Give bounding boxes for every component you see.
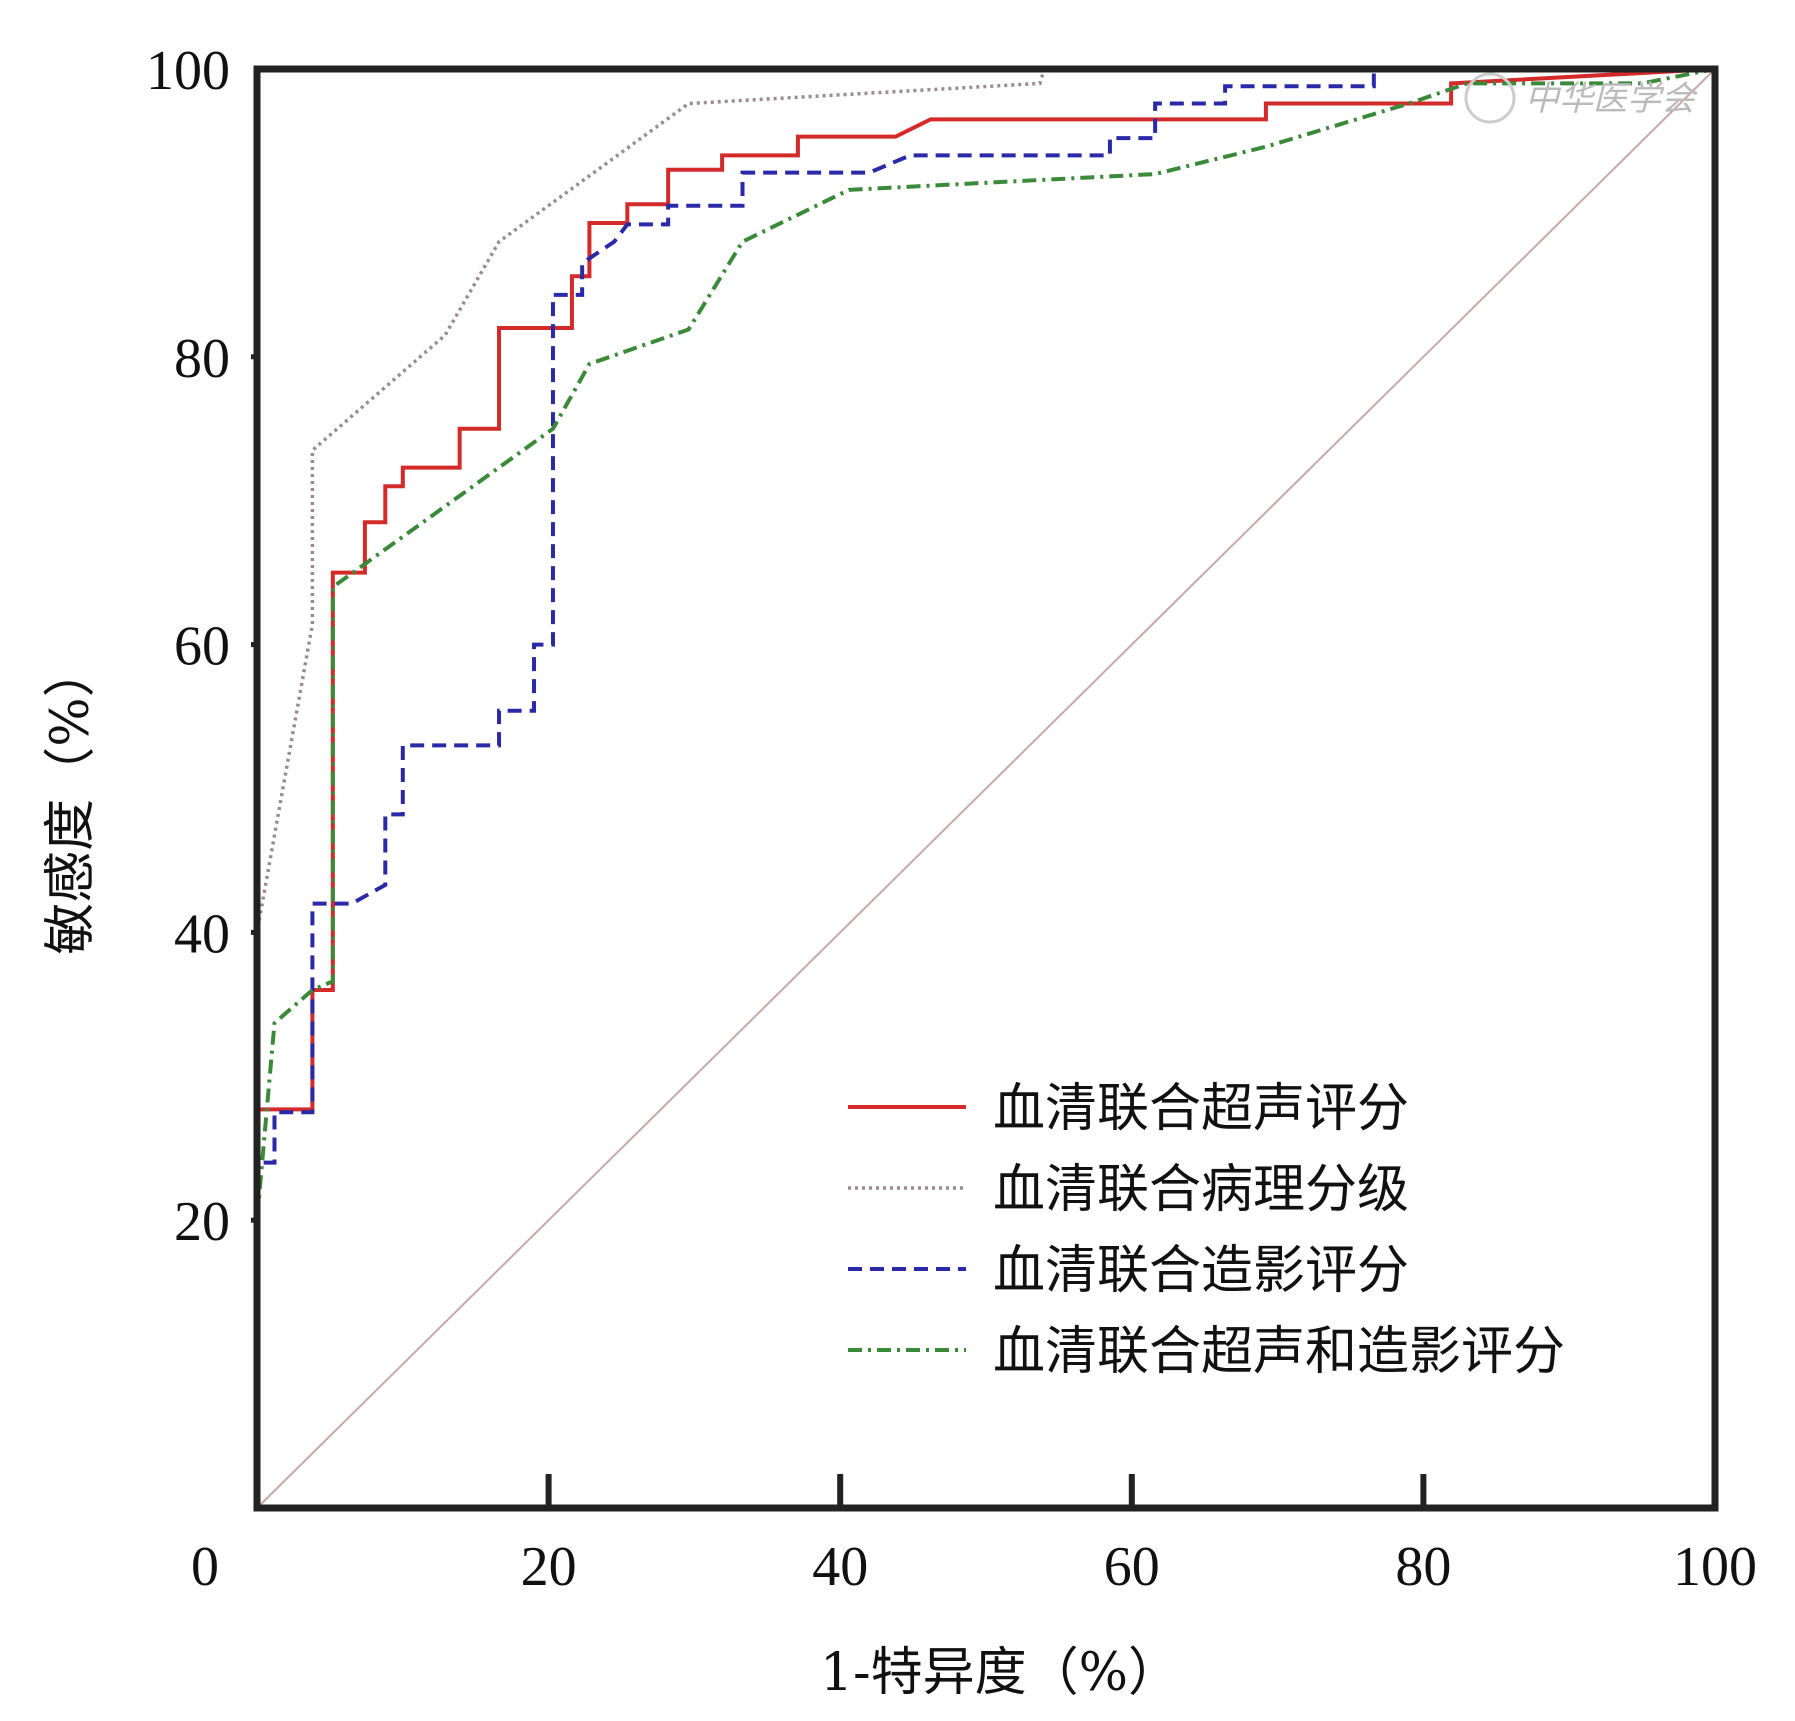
legend-item: 血清联合超声评分 (848, 1079, 1409, 1139)
x-tick-label: 100 (1673, 1536, 1757, 1598)
x-tick-label: 60 (1104, 1536, 1160, 1598)
watermark-logo-icon (1464, 72, 1516, 124)
y-tick-label: 80 (174, 328, 230, 390)
x-axis: 0 20 40 60 80 100 (191, 1474, 1757, 1598)
x-axis-title: 1-特异度（%） (820, 1643, 1180, 1703)
legend-label: 血清联合超声和造影评分 (993, 1322, 1565, 1382)
legend-item: 血清联合造影评分 (848, 1241, 1409, 1301)
y-axis: 20 40 60 80 100 (146, 40, 257, 1253)
legend-label: 血清联合超声评分 (993, 1079, 1409, 1139)
curves-layer (255, 67, 1716, 1509)
plot-frame (253, 65, 1719, 1512)
y-tick-label: 60 (174, 616, 230, 678)
series-line-3 (255, 67, 1716, 1508)
x-tick-label: 80 (1395, 1536, 1451, 1598)
series-line-1 (255, 67, 1715, 1508)
legend-label: 血清联合造影评分 (993, 1241, 1409, 1301)
x-tick-label: 0 (191, 1536, 219, 1598)
legend-item: 血清联合病理分级 (848, 1160, 1409, 1220)
watermark: 中华医学会 (1464, 72, 1699, 124)
watermark-text: 中华医学会 (1525, 79, 1699, 119)
x-tick-label: 20 (521, 1536, 577, 1598)
series-line-2 (255, 67, 1715, 1508)
series-line-4 (256, 68, 1716, 1509)
legend-label: 血清联合病理分级 (993, 1160, 1409, 1220)
y-tick-label: 20 (174, 1191, 230, 1253)
legend-item: 血清联合超声和造影评分 (848, 1322, 1565, 1382)
y-tick-label: 40 (174, 903, 230, 965)
y-axis-title: 敏感度（%） (41, 645, 101, 954)
y-tick-label: 100 (146, 40, 230, 102)
x-tick-label: 40 (812, 1536, 868, 1598)
